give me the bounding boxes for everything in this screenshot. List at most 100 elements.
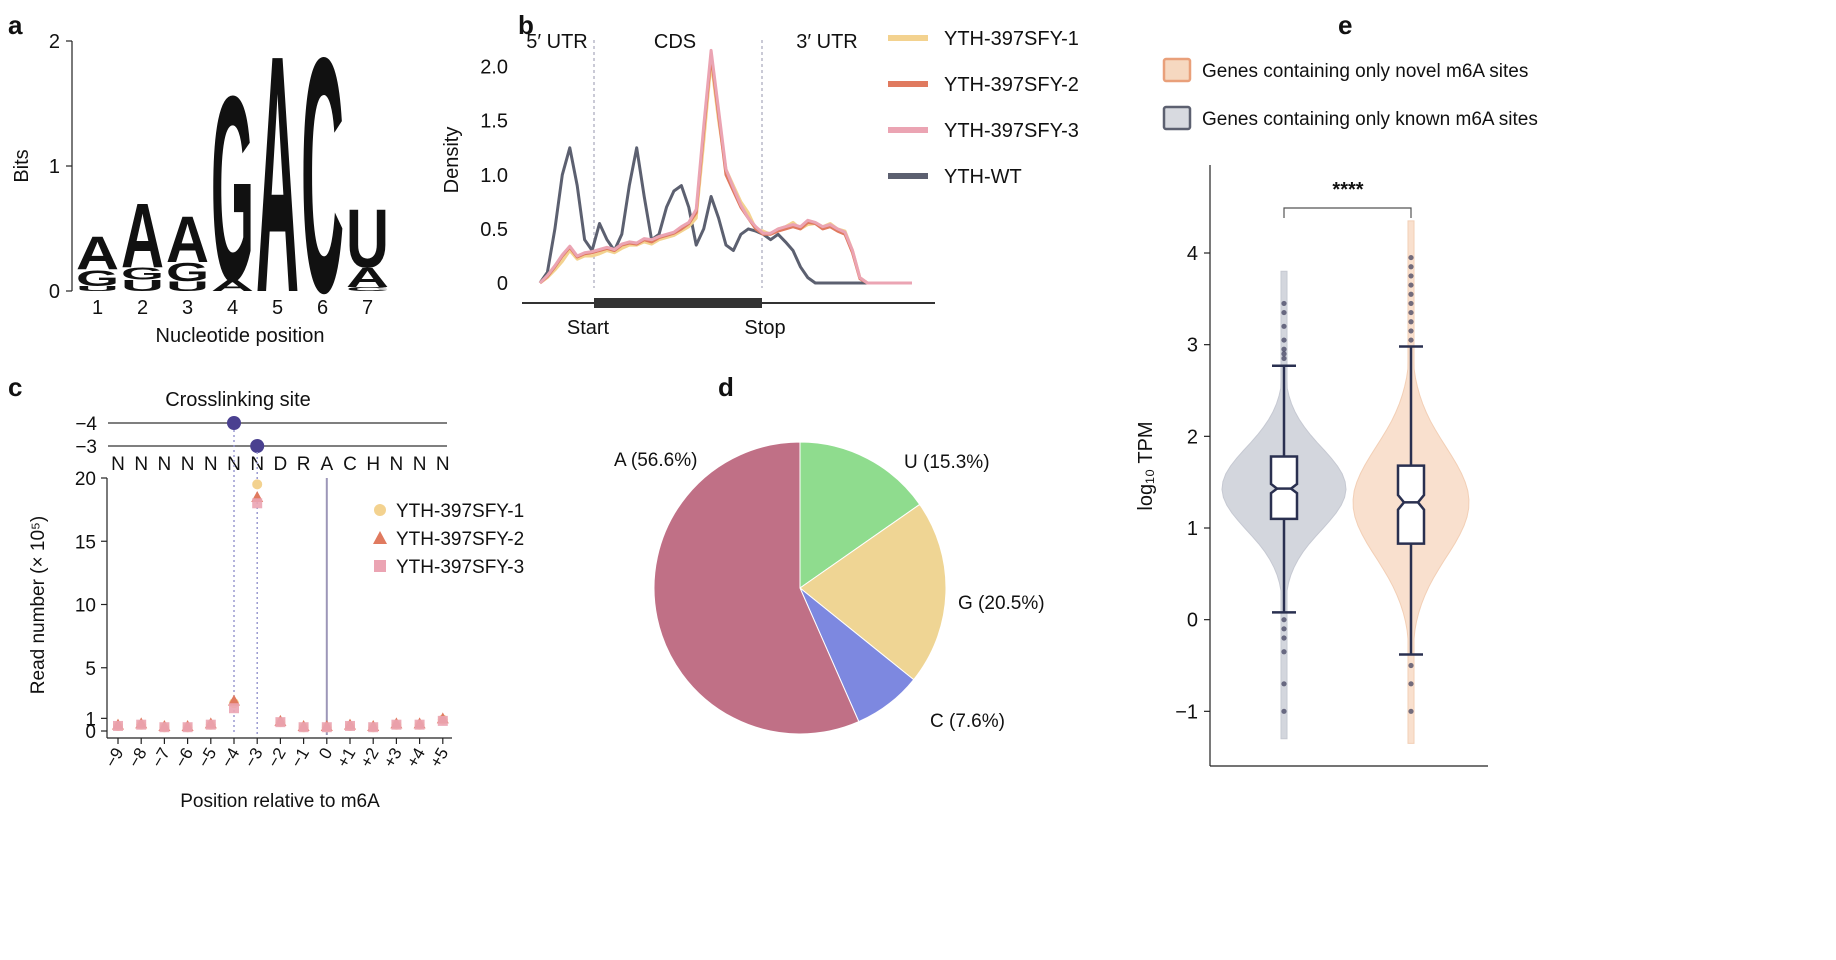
motif-letter: N — [204, 454, 218, 475]
logo-letter: U — [346, 192, 389, 285]
x-tick-label: −3 — [241, 745, 267, 771]
legend-marker — [374, 560, 386, 572]
logo-letter: G — [76, 266, 119, 291]
motif-letter: N — [111, 454, 125, 475]
pie-slice — [799, 503, 947, 681]
x-tick-label: 3 — [182, 297, 193, 319]
motif-letter: D — [274, 454, 288, 475]
y-tick-label: 2 — [49, 31, 60, 53]
outlier-point — [1281, 300, 1287, 307]
outlier-point — [1281, 351, 1287, 357]
logo-letter: U — [121, 277, 164, 294]
motif-letter: H — [366, 454, 380, 475]
slice-label: A (56.6%) — [614, 450, 697, 471]
motif-letter: A — [320, 454, 333, 475]
legend-label: Genes containing only known m6A sites — [1202, 109, 1538, 130]
outlier-point — [1408, 300, 1414, 307]
data-point — [113, 720, 123, 731]
y-tick-label: 0 — [1187, 610, 1198, 632]
data-point — [368, 722, 379, 733]
y-tick-label: 1 — [1187, 518, 1198, 540]
pie-slice — [799, 441, 921, 589]
logo-letter: G — [166, 258, 209, 287]
legend-label: YTH-397SFY-2 — [396, 529, 524, 550]
y-tick-label: 2 — [1187, 426, 1198, 448]
x-axis-label: Nucleotide position — [156, 325, 325, 347]
chart-title: Crosslinking site — [165, 389, 311, 411]
legend-swatch — [1162, 57, 1192, 83]
data-point — [159, 722, 170, 733]
data-point — [391, 719, 402, 730]
legend-label: YTH-397SFY-1 — [396, 501, 524, 522]
outlier-point — [1408, 282, 1414, 288]
x-tick-label: 4 — [227, 297, 238, 319]
pie-slice — [653, 441, 860, 735]
data-point — [345, 720, 355, 731]
region-label: 5′ UTR — [526, 31, 588, 53]
outlier-point — [1408, 291, 1414, 297]
y-tick-label: 20 — [75, 469, 96, 490]
legend-label: YTH-397SFY-1 — [944, 28, 1079, 50]
panel-label-b: b — [518, 10, 534, 40]
panel-label-a: a — [8, 10, 23, 40]
x-axis-label: Position relative to m6A — [180, 791, 380, 812]
x-tick-label: 6 — [317, 297, 328, 319]
outlier-point — [1281, 337, 1287, 343]
outlier-point — [1281, 708, 1287, 714]
motif-letter: N — [134, 454, 148, 475]
motif-letter: N — [158, 454, 172, 475]
x-tick-label: 5 — [272, 297, 283, 319]
outlier-point — [1281, 323, 1287, 329]
x-tick-label: +2 — [357, 745, 383, 771]
logo-letter: C — [346, 286, 389, 292]
legend-label: YTH-397SFY-3 — [944, 120, 1079, 142]
legend-marker — [374, 504, 386, 516]
data-point — [437, 715, 448, 726]
y-axis-label: Density — [441, 127, 463, 194]
series-line — [538, 146, 912, 285]
y-tick-label: 0 — [85, 722, 96, 743]
motif-letter: R — [297, 454, 311, 475]
panel-d-pie: U (15.3%) G (20.5%) C (7.6%) A (56.6%) — [614, 441, 1045, 735]
legend-label: YTH-397SFY-3 — [396, 557, 524, 578]
panel-b-density: 0 0.5 1.0 1.5 2.0 Density 5′ UTR CDS 3′ UTR Start… — [441, 28, 1079, 339]
data-point — [229, 703, 239, 714]
data-point — [414, 719, 425, 730]
outlier-point — [1281, 617, 1287, 623]
data-point — [321, 722, 332, 733]
outlier-point — [1408, 328, 1414, 334]
y-tick-label: 3 — [1187, 335, 1198, 357]
outlier-point — [1408, 273, 1414, 279]
panel-label-e: e — [1338, 10, 1353, 40]
outlier-point — [1408, 309, 1414, 316]
data-point — [252, 479, 263, 490]
data-point — [252, 498, 263, 509]
outlier-point — [1281, 681, 1287, 687]
y-axis-label: log₁₀ TPM — [1135, 421, 1157, 510]
data-point — [228, 694, 240, 706]
gene-label-start: Start — [567, 317, 610, 339]
y-tick-label: 1 — [85, 709, 96, 730]
logo-letter: A — [121, 185, 164, 287]
y-tick-label: 1 — [49, 156, 60, 178]
logo-letter: C — [301, 0, 344, 363]
y-tick-label: −1 — [1175, 701, 1198, 723]
slice-label: G (20.5%) — [958, 593, 1045, 614]
crosslink-dot — [227, 416, 241, 430]
outlier-point — [1281, 346, 1287, 352]
motif-letter: N — [390, 454, 404, 475]
data-point — [182, 722, 193, 733]
y-axis-label: Read number (× 10⁵) — [28, 516, 49, 694]
logo-letter: U — [166, 279, 209, 295]
logo-letter: G — [211, 42, 254, 337]
x-tick-label: −2 — [264, 745, 290, 771]
x-tick-label: +5 — [426, 745, 452, 771]
crosslink-dot — [250, 439, 265, 453]
motif-letter: N — [436, 454, 450, 475]
motif-letter: N — [227, 454, 241, 475]
logo-letter: A — [76, 227, 119, 280]
motif-letter: N — [413, 454, 427, 475]
x-tick-label: +1 — [333, 745, 359, 771]
outlier-point — [1408, 708, 1414, 714]
logo-letter: A — [166, 202, 209, 276]
